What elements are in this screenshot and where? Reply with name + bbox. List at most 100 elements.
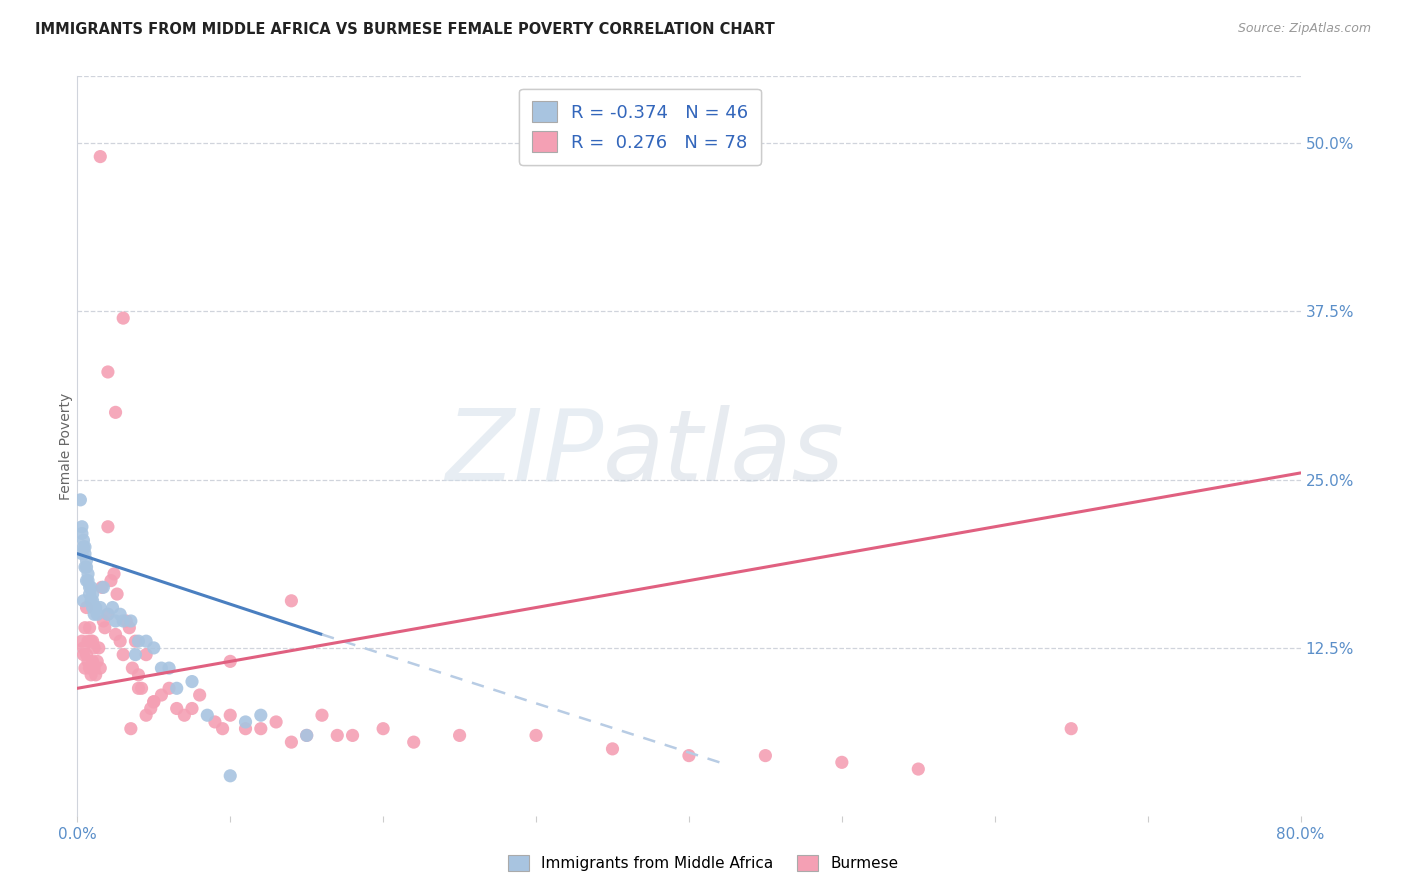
Point xyxy=(76,648,98,662)
Point xyxy=(76,600,98,615)
Point xyxy=(103,566,125,581)
Point xyxy=(91,580,114,594)
Point xyxy=(124,648,146,662)
Point xyxy=(135,634,157,648)
Point xyxy=(82,634,104,648)
Point xyxy=(142,695,165,709)
Point xyxy=(181,701,204,715)
Point xyxy=(73,560,96,574)
Point xyxy=(79,580,101,594)
Text: atlas: atlas xyxy=(603,405,845,502)
Point xyxy=(73,661,96,675)
Point xyxy=(204,714,226,729)
Point xyxy=(79,661,101,675)
Point xyxy=(72,640,94,655)
Point xyxy=(449,728,471,742)
Point xyxy=(69,492,91,507)
Point xyxy=(295,728,318,742)
Point xyxy=(295,728,318,742)
Point xyxy=(112,311,135,326)
Point xyxy=(97,520,120,534)
Point xyxy=(82,654,104,668)
Point xyxy=(80,634,103,648)
Point xyxy=(89,600,111,615)
Legend: R = -0.374   N = 46, R =  0.276   N = 78: R = -0.374 N = 46, R = 0.276 N = 78 xyxy=(519,88,761,164)
Point xyxy=(72,533,94,548)
Text: IMMIGRANTS FROM MIDDLE AFRICA VS BURMESE FEMALE POVERTY CORRELATION CHART: IMMIGRANTS FROM MIDDLE AFRICA VS BURMESE… xyxy=(35,22,775,37)
Point xyxy=(326,728,349,742)
Point xyxy=(77,566,100,581)
Point xyxy=(83,661,105,675)
Point xyxy=(84,600,107,615)
Point xyxy=(118,621,141,635)
Text: ZIP: ZIP xyxy=(446,405,603,502)
Point xyxy=(87,640,110,655)
Point xyxy=(173,708,195,723)
Point xyxy=(82,594,104,608)
Point xyxy=(142,640,165,655)
Point xyxy=(311,708,333,723)
Point xyxy=(108,607,131,622)
Point xyxy=(79,621,101,635)
Point xyxy=(97,365,120,379)
Point xyxy=(73,540,96,554)
Y-axis label: Female Poverty: Female Poverty xyxy=(59,392,73,500)
Point xyxy=(831,756,853,770)
Point xyxy=(342,728,364,742)
Point xyxy=(70,634,93,648)
Point xyxy=(83,607,105,622)
Point xyxy=(127,668,149,682)
Point xyxy=(84,668,107,682)
Point xyxy=(166,681,188,696)
Point xyxy=(124,634,146,648)
Point xyxy=(250,722,273,736)
Point xyxy=(70,520,93,534)
Point xyxy=(76,553,98,567)
Point xyxy=(86,607,108,622)
Point xyxy=(166,701,188,715)
Point xyxy=(211,722,233,736)
Point xyxy=(754,748,776,763)
Point xyxy=(94,621,117,635)
Point xyxy=(602,742,624,756)
Point xyxy=(100,574,122,588)
Point xyxy=(150,661,173,675)
Point xyxy=(135,648,157,662)
Point xyxy=(83,640,105,655)
Point xyxy=(89,150,111,164)
Point xyxy=(104,614,127,628)
Point xyxy=(80,580,103,594)
Point xyxy=(91,614,114,628)
Point xyxy=(150,688,173,702)
Point xyxy=(80,594,103,608)
Point xyxy=(235,714,257,729)
Point xyxy=(135,708,157,723)
Point xyxy=(86,654,108,668)
Point xyxy=(127,634,149,648)
Point xyxy=(77,574,100,588)
Point xyxy=(371,722,394,736)
Point xyxy=(219,654,242,668)
Point xyxy=(97,607,120,622)
Point xyxy=(80,668,103,682)
Point xyxy=(264,714,287,729)
Point xyxy=(139,701,162,715)
Point xyxy=(121,661,143,675)
Point xyxy=(195,708,218,723)
Text: Source: ZipAtlas.com: Source: ZipAtlas.com xyxy=(1237,22,1371,36)
Point xyxy=(120,722,142,736)
Point xyxy=(77,654,100,668)
Point xyxy=(219,769,242,783)
Point xyxy=(82,600,104,615)
Point xyxy=(72,594,94,608)
Point xyxy=(79,587,101,601)
Point xyxy=(157,661,180,675)
Point xyxy=(112,614,135,628)
Point xyxy=(76,574,98,588)
Point xyxy=(115,614,138,628)
Point xyxy=(188,688,211,702)
Point xyxy=(105,587,128,601)
Point xyxy=(104,405,127,419)
Point xyxy=(72,648,94,662)
Point xyxy=(120,614,142,628)
